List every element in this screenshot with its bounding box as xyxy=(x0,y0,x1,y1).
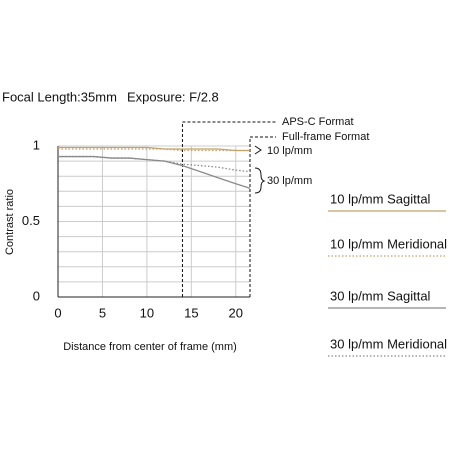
y-tick-label: 1 xyxy=(33,137,40,152)
series-line xyxy=(58,146,250,152)
y-tick-label: 0.5 xyxy=(22,213,40,228)
annotation: 10 lp/mm xyxy=(267,145,312,157)
y-axis-label: Contrast ratio xyxy=(4,189,16,255)
format-line xyxy=(181,121,276,297)
x-tick-label: 10 xyxy=(140,305,154,320)
x-axis-label: Distance from center of frame (mm) xyxy=(63,341,237,353)
format-label: Full-frame Format xyxy=(282,131,369,143)
header-exposure: Exposure: F/2.8 xyxy=(127,89,219,104)
series-line xyxy=(58,155,251,173)
arrow xyxy=(254,145,262,155)
legend-label: 30 lp/mm Meridional xyxy=(330,336,447,351)
x-tick-label: 20 xyxy=(229,305,243,320)
series-line xyxy=(58,148,250,152)
x-tick-label: 5 xyxy=(99,305,106,320)
format-line xyxy=(249,136,276,297)
brace xyxy=(254,167,266,194)
y-tick-label: 0 xyxy=(33,288,40,303)
legend-label: 10 lp/mm Meridional xyxy=(330,236,447,251)
header-focal: Focal Length:35mm xyxy=(2,89,117,104)
legend-label: 30 lp/mm Sagittal xyxy=(330,288,431,303)
x-tick-label: 0 xyxy=(54,305,61,320)
x-tick-label: 15 xyxy=(184,305,198,320)
legend-label: 10 lp/mm Sagittal xyxy=(330,191,431,206)
annotation: 30 lp/mm xyxy=(267,175,312,187)
format-label: APS-C Format xyxy=(282,116,354,128)
